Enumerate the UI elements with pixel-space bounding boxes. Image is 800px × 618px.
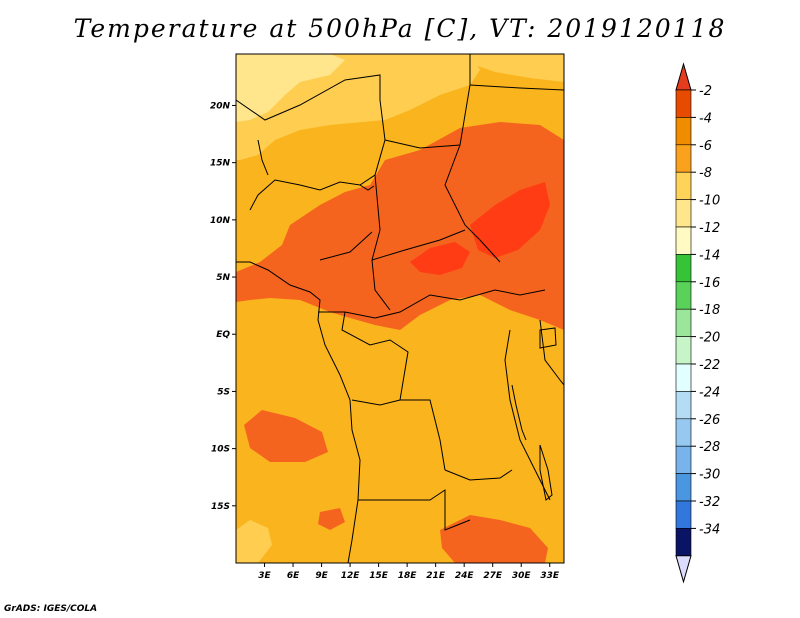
lat-tick-label: 10S [211, 445, 230, 455]
field-region-coolest [236, 54, 345, 122]
colorbar-label: -32 [699, 495, 720, 510]
colorbar: -2 -4 -6 -8 -10 -12 -14 -16 -18 -20 -22 -24 -26 -28 -3… [675, 62, 720, 584]
temperature-field [236, 54, 564, 563]
colorbar-box [675, 528, 692, 557]
colorbar-label: -2 [699, 84, 712, 99]
field-region-warm [236, 122, 564, 330]
lat-tick-label: 10N [210, 216, 231, 226]
colorbar-box [675, 418, 692, 447]
border-line [539, 319, 564, 386]
lat-tick-label: EQ [216, 330, 230, 340]
lat-tick-label: 15N [210, 159, 231, 169]
border-line [504, 329, 551, 501]
lon-tick-label: 30E [512, 571, 532, 581]
coastline-west [236, 261, 361, 563]
colorbar-label: -30 [699, 468, 720, 483]
lon-tick-label: 18E [398, 571, 418, 581]
lon-tick-label: 12E [341, 571, 361, 581]
border-line [318, 289, 546, 319]
border-line [319, 231, 373, 261]
colorbar-box [675, 171, 692, 200]
lake-outline [539, 327, 557, 349]
colorbar-box [675, 391, 692, 420]
border-line [341, 311, 446, 471]
colorbar-box [675, 445, 692, 474]
map-frame [235, 53, 565, 564]
colorbar-label: -34 [699, 522, 720, 537]
colorbar-top-arrow [675, 62, 692, 91]
field-region-warm [318, 508, 345, 530]
colorbar-label: -26 [699, 413, 720, 428]
colorbar-bottom-arrow [675, 555, 692, 584]
colorbar-label: -8 [699, 166, 712, 181]
colorbar-label: -20 [699, 331, 720, 346]
longitude-axis: 3E 6E 9E 12E 15E 18E 21E 24E 27E 30E 33E [258, 563, 560, 581]
grads-credit: GrADS: IGES/COLA [4, 604, 98, 614]
border-line [444, 144, 501, 263]
lat-tick-label: 15S [211, 502, 230, 512]
field-region-warm [244, 410, 328, 462]
lat-tick-label: 20N [210, 101, 231, 111]
lake-outline [511, 384, 527, 441]
colorbar-label: -10 [699, 194, 720, 209]
colorbar-label: -24 [699, 385, 720, 400]
border-line [371, 229, 466, 261]
lon-tick-label: 15E [369, 571, 389, 581]
colorbar-label: -28 [699, 440, 720, 455]
colorbar-label: -12 [699, 221, 720, 236]
map-title: Temperature at 500hPa [C], VT: 201912011… [73, 14, 727, 43]
latitude-axis: 20N 15N 10N 5N EQ 5S 10S 15S [210, 101, 236, 512]
field-region-warm [440, 515, 548, 563]
lat-tick-label: 5S [217, 387, 230, 397]
colorbar-label: -6 [699, 139, 712, 154]
lat-tick-label: 5N [216, 273, 230, 283]
lon-tick-label: 21E [426, 571, 446, 581]
colorbar-box [675, 336, 692, 365]
lon-tick-label: 33E [540, 571, 560, 581]
lon-tick-label: 3E [258, 571, 271, 581]
colorbar-box [675, 144, 692, 173]
border-line [358, 489, 471, 531]
colorbar-box [675, 89, 692, 118]
colorbar-box [675, 473, 692, 502]
colorbar-box [675, 308, 692, 337]
field-region-warmest [470, 182, 550, 258]
border-line [469, 84, 564, 91]
colorbar-box [675, 281, 692, 310]
colorbar-label: -16 [699, 276, 720, 291]
lake-outline [539, 444, 553, 501]
country-borders [236, 54, 564, 563]
colorbar-box [675, 199, 692, 228]
colorbar-label: -4 [699, 111, 712, 126]
lake-outline [359, 184, 375, 191]
colorbar-box [675, 117, 692, 146]
colorbar-label: -22 [699, 358, 720, 373]
lon-tick-label: 9E [315, 571, 328, 581]
border-line [351, 399, 401, 406]
colorbar-box [675, 226, 692, 255]
lon-tick-label: 27E [483, 571, 503, 581]
border-line [444, 469, 513, 481]
colorbar-box [675, 500, 692, 529]
colorbar-label: -18 [699, 303, 720, 318]
lake-outline [257, 139, 269, 176]
field-region-warmest [410, 242, 470, 275]
field-region-cool [470, 54, 564, 82]
lon-tick-label: 24E [455, 571, 475, 581]
colorbar-box [675, 363, 692, 392]
field-region-cool [236, 520, 272, 563]
lon-tick-label: 6E [287, 571, 300, 581]
colorbar-label: -14 [699, 248, 720, 263]
colorbar-box [675, 254, 692, 283]
